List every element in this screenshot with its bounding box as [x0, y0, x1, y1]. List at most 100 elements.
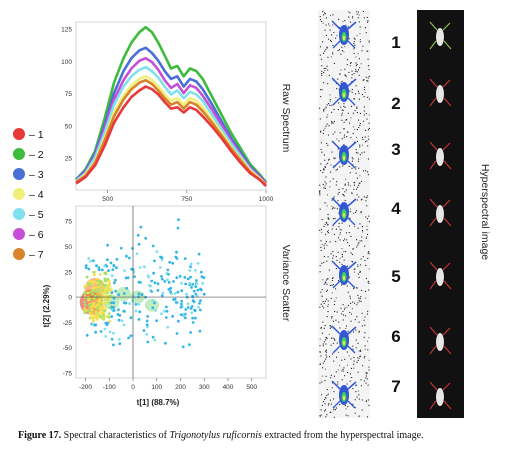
scatter-point: [95, 264, 98, 268]
spec-xtick-label: 750: [181, 196, 192, 203]
scatter-point: [83, 300, 86, 304]
speckle-dot: [345, 24, 347, 26]
speckle-dot: [362, 365, 364, 367]
scatter-point: [96, 277, 99, 281]
speckle-dot: [358, 98, 360, 100]
legend-label-7: – 7: [29, 249, 44, 261]
classified-insect-3: [331, 140, 357, 169]
speckle-dot: [334, 300, 336, 302]
scatter-point: [123, 269, 126, 272]
speckle-dot: [361, 180, 363, 182]
speckle-dot: [366, 140, 368, 142]
speckle-dot: [351, 91, 353, 93]
speckle-dot: [368, 359, 370, 361]
legend-label-1: – 1: [29, 129, 44, 141]
speckle-dot: [361, 325, 363, 327]
scatter-point: [87, 309, 91, 313]
speckle-dot: [321, 332, 323, 334]
insect-leg: [347, 400, 356, 409]
hyperspectral-insect-2: [429, 78, 452, 107]
speckle-dot: [324, 181, 326, 183]
scatter-point: [146, 325, 149, 329]
speckle-dot: [344, 307, 346, 309]
insect-antenna: [429, 141, 438, 151]
speckle-dot: [360, 350, 362, 352]
scatter-point: [180, 299, 184, 303]
speckle-dot: [331, 199, 333, 201]
speckle-dot: [345, 325, 347, 327]
scatter-point: [198, 308, 202, 312]
speckle-dot: [337, 369, 339, 371]
speckle-dot: [360, 289, 362, 291]
speckle-dot: [365, 76, 367, 78]
hyperspectral-strip: [417, 10, 464, 418]
scatter-point: [160, 258, 164, 262]
scatter-point: [102, 313, 105, 317]
speckle-dot: [341, 263, 343, 265]
speckle-dot: [345, 232, 347, 234]
speckle-dot: [357, 265, 359, 267]
speckle-dot: [357, 244, 359, 246]
speckle-dot: [347, 330, 349, 332]
speckle-dot: [339, 26, 341, 28]
speckle-dot: [364, 332, 366, 334]
speckle-dot: [333, 416, 335, 418]
speckle-dot: [330, 411, 332, 413]
speckle-dot: [356, 71, 358, 73]
scatter-point: [150, 290, 154, 293]
speckle-dot: [358, 182, 360, 184]
hyperspectral-insect-1: [429, 21, 452, 50]
speckle-dot: [325, 397, 327, 399]
scatter-point: [185, 292, 189, 296]
speckle-dot: [323, 283, 325, 285]
speckle-dot: [324, 108, 326, 110]
scatter-point: [112, 343, 115, 347]
speckle-dot: [325, 106, 327, 108]
speckle-dot: [344, 238, 346, 240]
insect-leg: [429, 280, 437, 290]
speckle-dot: [331, 111, 333, 113]
scatter-point: [153, 338, 157, 342]
speckle-dot: [325, 350, 327, 352]
scatter-axes: -75 -50 -25 0 25 50 75 -200 -100 0 100 200 300 400 500: [63, 206, 266, 391]
scatter-point: [188, 269, 192, 272]
speckle-dot: [357, 227, 359, 229]
speckle-dot: [366, 195, 368, 197]
speckle-dot: [326, 123, 328, 125]
legend-swatch-1: [13, 128, 25, 140]
sample-number-4: 4: [391, 199, 401, 218]
speckle-dot: [355, 93, 357, 95]
scatter-point: [91, 292, 94, 296]
insect-center: [342, 92, 346, 98]
speckle-dot: [325, 416, 327, 418]
scatter-point: [114, 289, 117, 293]
speckle-dot: [337, 78, 339, 80]
scatter-point: [93, 273, 96, 277]
speckle-dot: [343, 105, 345, 107]
insect-antenna: [442, 22, 451, 31]
scatter-point: [114, 278, 117, 282]
speckle-dot: [320, 58, 322, 60]
scatter-point: [98, 272, 102, 276]
scatter-point: [175, 276, 179, 279]
speckle-dot: [336, 259, 338, 261]
scatter-point: [87, 298, 90, 302]
speckle-dot: [329, 399, 331, 401]
speckle-dot: [321, 381, 323, 383]
insect-leg: [332, 40, 341, 49]
speckle-dot: [352, 126, 354, 128]
speckle-dot: [356, 129, 358, 131]
speckle-dot: [343, 370, 345, 372]
speckle-dot: [354, 44, 356, 46]
insect-antenna: [347, 141, 357, 150]
speckle-dot: [350, 358, 352, 360]
speckle-dot: [323, 327, 325, 329]
speckle-dot: [326, 194, 328, 196]
speckle-dot: [319, 306, 321, 308]
insect-antenna: [347, 21, 357, 30]
speckle-dot: [327, 56, 329, 58]
speckle-dot: [328, 159, 330, 161]
speckle-dot: [364, 324, 366, 326]
speckle-dot: [322, 345, 324, 347]
scatter-xtick-label: 100: [151, 384, 162, 391]
